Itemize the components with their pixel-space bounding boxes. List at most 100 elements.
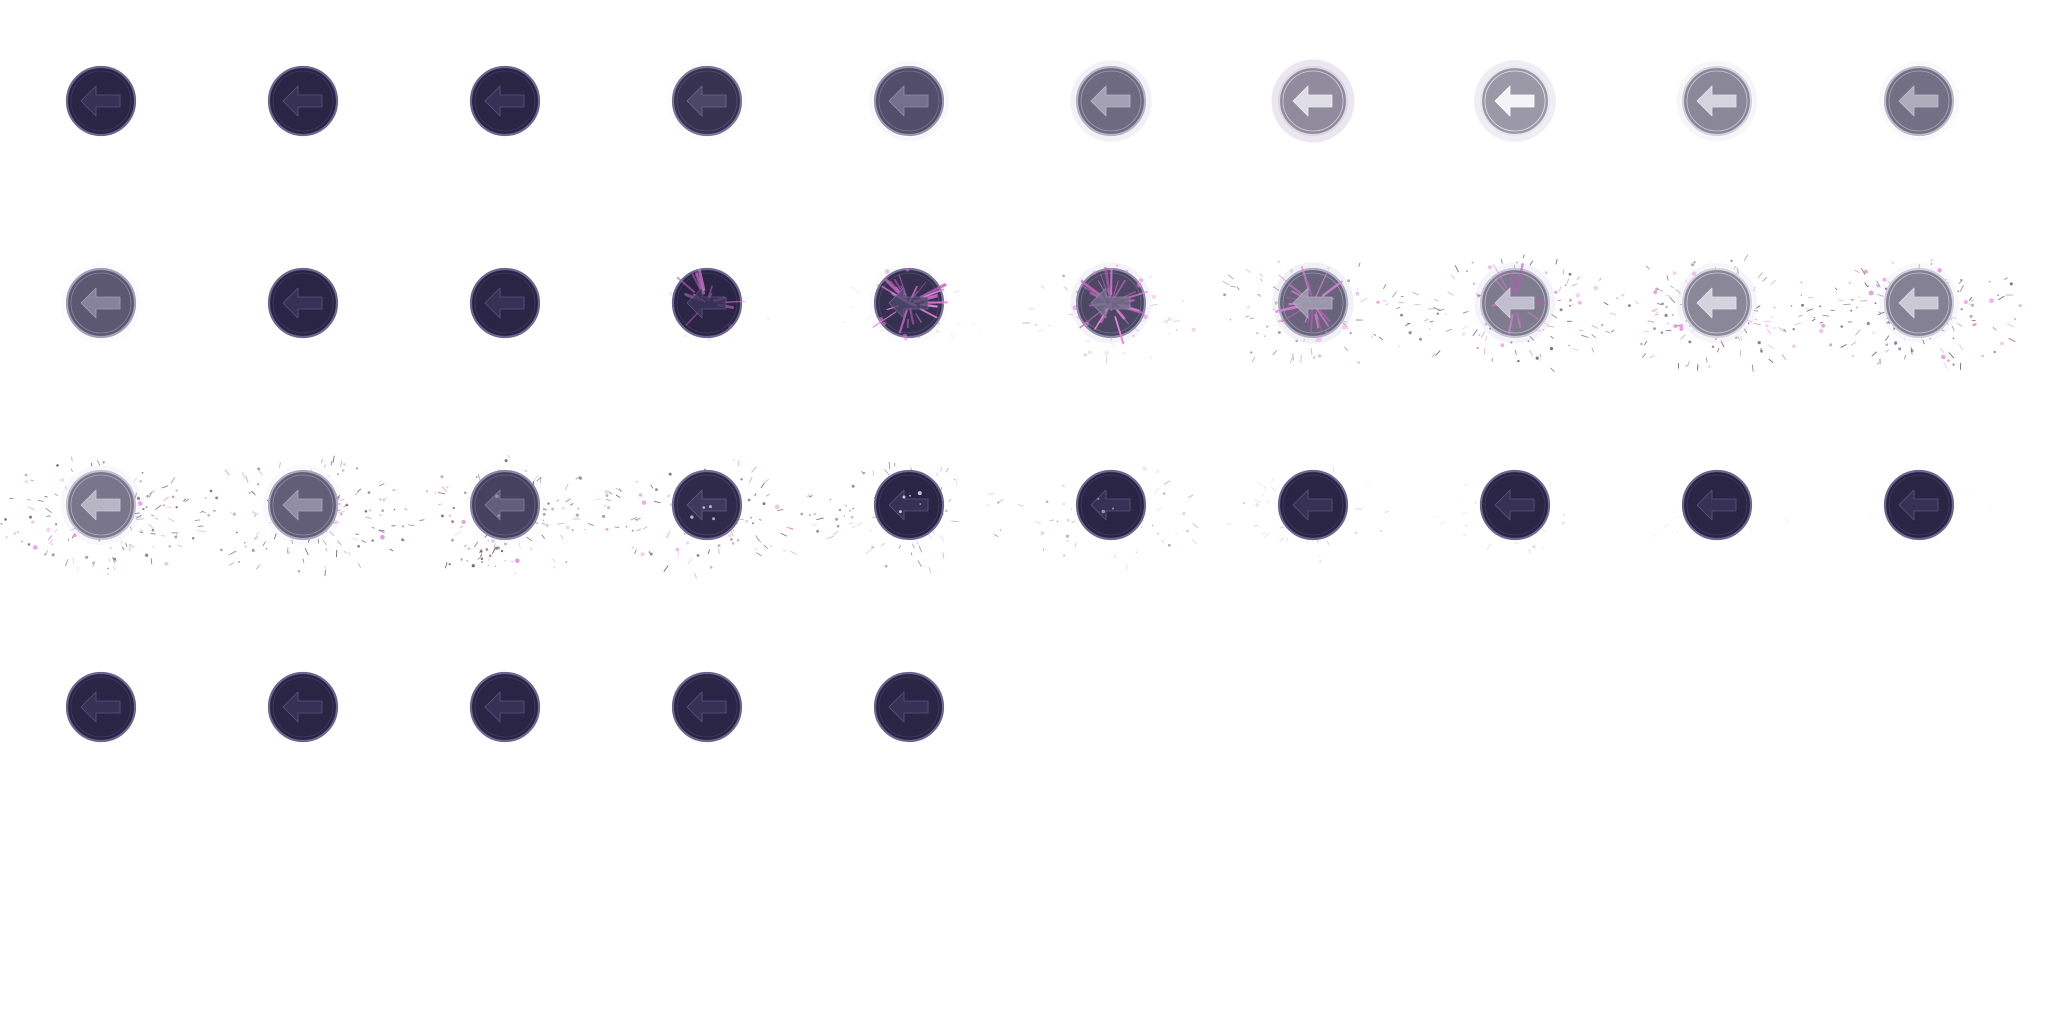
back-button-sprite: [1879, 61, 1959, 141]
button-inner-ring: [1282, 474, 1344, 536]
back-button-sprite: [469, 65, 541, 137]
button-inner-ring: [474, 272, 536, 334]
back-button-sprite: [267, 65, 339, 137]
button-inner-ring: [1080, 474, 1142, 536]
back-button-sprite: [469, 267, 541, 339]
back-arrow-icon: [282, 691, 323, 723]
button-inner-ring: [70, 272, 132, 334]
button-glow: [465, 465, 545, 545]
glint-dots: [898, 491, 922, 514]
back-button-sprite: [1806, 258, 2022, 370]
button-glow: [1474, 262, 1556, 344]
sprite-frame: [404, 0, 606, 202]
button-inner-ring: [1484, 70, 1546, 132]
back-button-sprite: [1022, 262, 1196, 364]
button-inner-ring: [676, 272, 738, 334]
button-glow: [61, 263, 141, 343]
button-inner-ring: [676, 70, 738, 132]
particle-spray: [595, 459, 824, 579]
sprite-frame: [0, 606, 202, 808]
sprite-frame: [606, 606, 808, 808]
back-arrow-icon: [1090, 287, 1131, 319]
back-arrow-icon: [282, 85, 323, 117]
back-arrow-icon: [484, 287, 525, 319]
back-button-sprite: [1651, 469, 1789, 541]
back-button-sprite: [61, 263, 141, 343]
sprite-frame: [197, 404, 415, 606]
button-inner-ring: [1282, 70, 1344, 132]
button-glow: [667, 61, 747, 141]
sprite-frame: [1414, 404, 1616, 606]
back-arrow-icon: [80, 287, 121, 319]
sprite-frame: [808, 0, 1010, 202]
button-inner-ring: [1686, 70, 1748, 132]
button-glow: [1070, 262, 1152, 344]
button-inner-ring: [1686, 272, 1748, 334]
button-glow: [1879, 61, 1959, 141]
back-button-sprite: [1431, 469, 1566, 554]
back-arrow-icon: [1494, 489, 1535, 521]
back-button-sprite: [842, 263, 981, 343]
back-arrow-icon: [484, 691, 525, 723]
button-glow: [868, 60, 950, 142]
button-inner-ring: [1686, 474, 1748, 536]
button-inner-ring: [474, 70, 536, 132]
back-button-sprite: [65, 671, 137, 743]
sprite-frame: [606, 202, 808, 404]
back-button-sprite: [669, 267, 770, 342]
back-arrow-icon: [80, 691, 121, 723]
back-arrow-icon: [888, 489, 929, 521]
sprite-frame: [1212, 202, 1420, 404]
back-button-sprite: [1271, 59, 1355, 143]
back-arrow-icon: [1696, 287, 1737, 319]
sprite-frame: [202, 606, 404, 808]
button-inner-ring: [878, 474, 940, 536]
back-arrow-icon: [1090, 489, 1131, 521]
sparkle-burst: [1491, 263, 1546, 335]
sprite-frame: [404, 404, 611, 606]
back-arrow-icon: [1898, 287, 1939, 319]
back-arrow-icon: [686, 691, 727, 723]
button-glow: [263, 465, 343, 545]
back-button-sprite: [65, 65, 137, 137]
sprite-frame: [0, 202, 202, 404]
back-arrow-icon: [1696, 489, 1737, 521]
button-inner-ring: [878, 70, 940, 132]
back-arrow-icon: [1494, 85, 1535, 117]
sprite-frame: [1010, 202, 1212, 404]
button-inner-ring: [70, 70, 132, 132]
button-glow: [1272, 262, 1354, 344]
back-button-sprite: [267, 267, 339, 339]
back-arrow-icon: [1898, 489, 1939, 521]
back-button-sprite: [469, 671, 541, 743]
sprite-frame: [202, 202, 404, 404]
button-glow: [1878, 262, 1960, 344]
button-inner-ring: [272, 474, 334, 536]
button-inner-ring: [272, 272, 334, 334]
back-button-sprite: [873, 671, 945, 743]
button-inner-ring: [1888, 272, 1950, 334]
button-inner-ring: [1484, 474, 1546, 536]
back-button-sprite: [1222, 260, 1420, 364]
button-inner-ring: [474, 676, 536, 738]
back-arrow-icon: [1090, 85, 1131, 117]
sparkle-burst: [1275, 266, 1348, 343]
sprite-frame: [1405, 202, 1616, 404]
back-arrow-icon: [484, 85, 525, 117]
button-inner-ring: [70, 676, 132, 738]
back-arrow-icon: [888, 287, 929, 319]
back-button-sprite: [1017, 466, 1199, 571]
button-inner-ring: [1282, 272, 1344, 334]
glint-dots: [495, 494, 501, 518]
back-button-sprite: [1070, 60, 1152, 142]
back-arrow-icon: [80, 85, 121, 117]
back-button-sprite: [1603, 254, 1824, 372]
back-arrow-icon: [1494, 287, 1535, 319]
sprite-frame: [0, 404, 206, 606]
back-button-sprite: [868, 60, 950, 142]
back-arrow-icon: [1292, 85, 1333, 117]
back-arrow-icon: [686, 489, 727, 521]
button-inner-ring: [1888, 474, 1950, 536]
back-button-sprite: [1226, 466, 1389, 563]
